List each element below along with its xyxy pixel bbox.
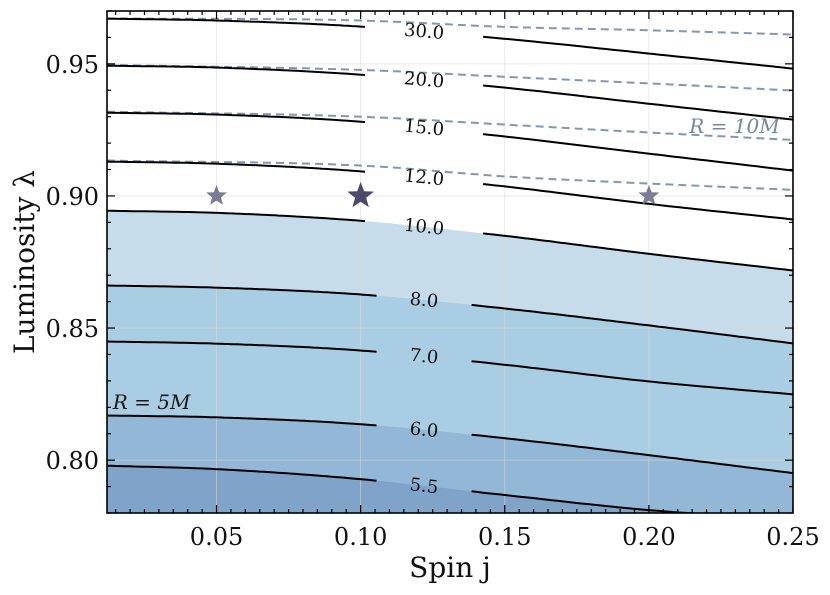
contour-labels: 5.5 6.0 7.0 8.0 10.0 12.0 15.0 20.0 30.0 [403,20,445,499]
contour-line-30.0-seg1 [483,35,793,70]
star-marker-0 [206,184,227,205]
contour-label-7.0: 7.0 [409,345,440,369]
dashed-line-1 [107,110,793,141]
annotation-1: R = 10M [688,114,780,138]
star-marker-1 [347,181,374,208]
star-marker-2 [638,184,660,205]
dashed-line-3 [107,17,793,36]
contour-lines [107,17,793,513]
contour-label-6.0: 6.0 [409,418,440,442]
contour-line-20.0-seg1 [483,84,793,121]
contour-label-30.0: 30.0 [403,20,445,44]
band-above 10.0 [107,11,793,271]
x-tick-label: 0.05 [190,523,243,551]
dashed-line-0 [107,159,793,191]
contour-line-6.0-seg0 [107,414,377,427]
contour-label-20.0: 20.0 [403,68,445,93]
contour-line-8.0-seg1 [471,303,793,345]
contour-line-15.0-seg1 [482,133,793,172]
dashed-lines [107,17,793,191]
contour-label-15.0: 15.0 [403,116,445,141]
contour-label-8.0: 8.0 [409,289,440,313]
y-tick-label: 0.80 [46,447,99,475]
contour-line-15.0-seg0 [107,111,366,123]
contour-label-12.0: 12.0 [403,165,445,190]
dashed-line-2 [107,63,793,92]
contour-label-10.0: 10.0 [403,215,445,240]
contour-line-20.0-seg0 [107,64,366,76]
contour-line-5.5-seg0 [107,464,377,482]
contour-line-7.0-seg1 [471,360,793,396]
x-axis-label: Spin j [409,551,491,584]
x-tick-label: 0.25 [766,523,819,551]
x-tick-label: 0.20 [622,523,675,551]
contour-line-12.0-seg1 [482,183,793,221]
contour-line-7.0-seg0 [107,340,377,353]
contour-line-8.0-seg0 [107,284,377,297]
filled-bands [107,11,793,513]
star-markers [206,181,660,208]
axis-ticks: 0.05 0.10 0.15 0.20 0.25 0.80 0.85 0.90 0.95 [46,10,820,551]
x-tick-label: 0.10 [334,523,387,551]
contour-label-5.5: 5.5 [409,474,440,498]
contour-line-10.0-seg1 [482,232,793,272]
y-tick-label: 0.85 [46,315,99,343]
contour-line-30.0-seg0 [107,17,366,28]
contour-line-10.0-seg0 [107,209,366,223]
annotation-0: R = 5M [112,390,191,414]
contour-line-12.0-seg0 [107,160,366,173]
contour-line-6.0-seg1 [471,433,793,475]
plot-frame [106,10,794,514]
contour-line-5.5-seg1 [471,490,702,513]
y-axis-label: Luminosity λ [8,170,41,354]
annotations: R = 5M R = 10M [112,114,780,414]
y-tick-label: 0.95 [46,51,99,79]
x-tick-label: 0.15 [478,523,531,551]
y-tick-label: 0.90 [46,183,99,211]
